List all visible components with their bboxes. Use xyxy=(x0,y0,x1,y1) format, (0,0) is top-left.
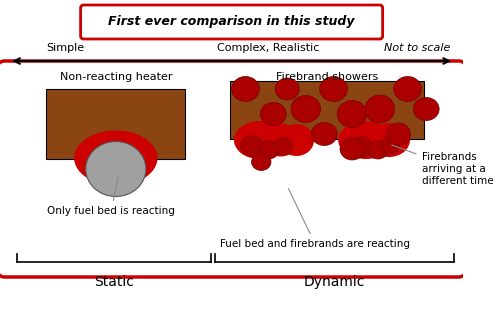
Ellipse shape xyxy=(340,138,364,160)
Text: First ever comparison in this study: First ever comparison in this study xyxy=(108,16,355,29)
Ellipse shape xyxy=(74,131,158,186)
Text: Only fuel bed is reacting: Only fuel bed is reacting xyxy=(47,177,175,216)
Text: Firebrand showers: Firebrand showers xyxy=(276,72,378,82)
Ellipse shape xyxy=(234,121,285,159)
Ellipse shape xyxy=(394,76,421,101)
Ellipse shape xyxy=(262,123,300,156)
Bar xyxy=(230,81,424,139)
Text: Not to scale: Not to scale xyxy=(384,43,450,53)
Ellipse shape xyxy=(291,96,320,122)
Ellipse shape xyxy=(312,122,337,145)
Ellipse shape xyxy=(413,98,439,121)
Text: Simple: Simple xyxy=(46,43,84,53)
Text: Firebrands
arriving at a
different time: Firebrands arriving at a different time xyxy=(392,145,493,186)
Text: Fuel bed and firebrands are reacting: Fuel bed and firebrands are reacting xyxy=(220,189,410,249)
Ellipse shape xyxy=(386,123,410,145)
Ellipse shape xyxy=(365,95,394,123)
Ellipse shape xyxy=(320,76,347,101)
FancyBboxPatch shape xyxy=(0,61,466,277)
Ellipse shape xyxy=(252,154,271,170)
Text: Non-reacting heater: Non-reacting heater xyxy=(60,72,172,82)
Ellipse shape xyxy=(350,137,372,157)
Text: Static: Static xyxy=(94,275,134,289)
Ellipse shape xyxy=(260,102,286,125)
Ellipse shape xyxy=(338,121,394,159)
Text: Complex, Realistic: Complex, Realistic xyxy=(218,43,320,53)
Ellipse shape xyxy=(337,100,367,128)
Ellipse shape xyxy=(232,76,260,101)
FancyBboxPatch shape xyxy=(80,5,382,39)
Text: Dynamic: Dynamic xyxy=(304,275,365,289)
Ellipse shape xyxy=(368,123,410,157)
Bar xyxy=(46,89,186,159)
Ellipse shape xyxy=(241,136,263,156)
Ellipse shape xyxy=(279,124,314,156)
Ellipse shape xyxy=(381,136,400,154)
Ellipse shape xyxy=(86,142,146,196)
Ellipse shape xyxy=(368,141,388,159)
Ellipse shape xyxy=(258,141,279,159)
Ellipse shape xyxy=(274,137,293,155)
Ellipse shape xyxy=(275,78,299,100)
